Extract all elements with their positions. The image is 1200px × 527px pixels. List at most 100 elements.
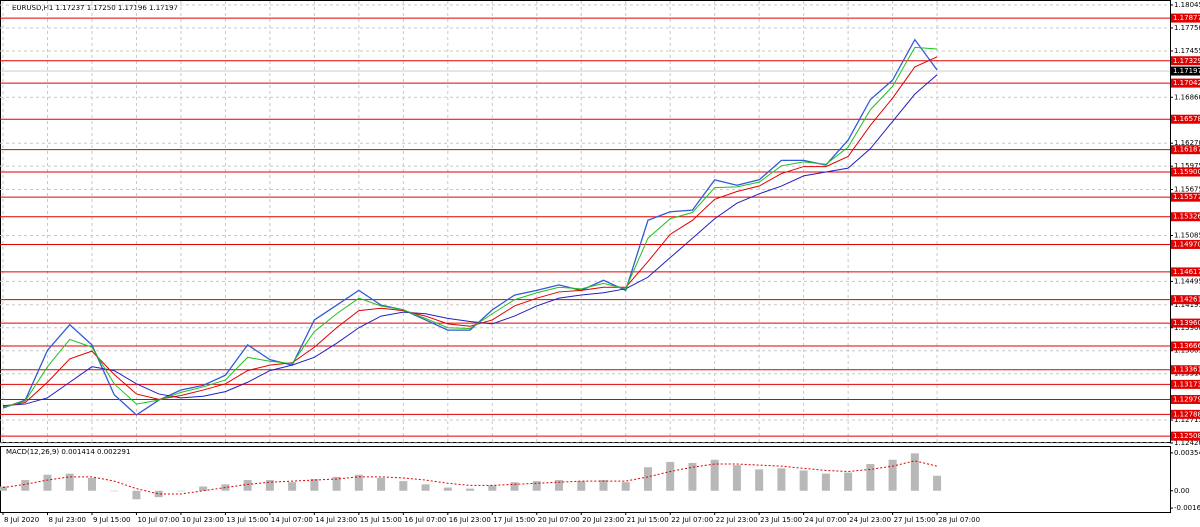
macd-bar [577,481,586,491]
x-tick-label: 21 Jul 15:00 [627,516,669,524]
x-tick-label: 14 Jul 07:00 [271,516,313,524]
signal-line [2,460,938,495]
y-tick-label: 1.16270 [1174,139,1200,147]
macd-bar [732,465,741,491]
y-tick-label: 1.15085 [1174,231,1200,239]
y-tick-label: 1.14495 [1174,277,1200,285]
y-tick-label: 1.17750 [1174,24,1200,32]
x-tick-label: 22 Jul 07:00 [671,516,713,524]
level-box [1171,341,1200,351]
level-box [1171,192,1200,202]
macd-bar [310,479,319,491]
macd-bar [354,474,363,491]
level-box [1171,13,1200,23]
x-tick-label: 23 Jul 15:00 [760,516,802,524]
macd-bar [821,473,830,491]
macd-bar [844,472,853,491]
macd-bar [377,477,386,491]
y-tick-label: 0.00354 [1174,449,1200,457]
level-box [1171,295,1200,305]
macd-bar [799,470,808,491]
macd-bar [466,488,475,491]
y-tick-label: 1.17455 [1174,47,1200,55]
x-tick-label: 22 Jul 23:00 [716,516,758,524]
level-box [1171,145,1200,155]
level-box [1171,365,1200,375]
level-label: 1.17329 [1173,57,1200,65]
level-label: 1.13361 [1173,366,1200,374]
macd-bar [755,469,764,491]
macd-bar [154,490,163,498]
macd-bar [777,468,786,491]
macd-bar [866,464,875,491]
price-line [2,56,938,407]
x-tick-label: 20 Jul 07:00 [538,516,580,524]
macd-bar [87,477,96,491]
y-tick-label: 1.12420 [1174,439,1200,447]
macd-bar [621,482,630,491]
macd-bar [910,453,919,491]
level-label: 1.12508 [1173,432,1200,440]
macd-bar [555,480,563,491]
x-tick-label: 28 Jul 07:00 [938,516,980,524]
level-box [1171,212,1200,222]
y-tick-label: 1.18045 [1174,1,1200,9]
y-tick-label: 0.00 [1174,487,1190,495]
x-tick-label: 14 Jul 23:00 [315,516,357,524]
level-label: 1.17042 [1173,79,1200,87]
level-label: 1.16187 [1173,146,1200,154]
level-box [1171,394,1200,404]
macd-bar [199,486,208,491]
level-box [1171,239,1200,249]
macd-bar [510,482,519,491]
x-tick-label: 13 Jul 15:00 [226,516,268,524]
level-box [1171,267,1200,277]
level-label: 1.12788 [1173,410,1200,418]
macd-bar [288,482,297,491]
level-label: 1.13960 [1173,319,1200,327]
macd-bar [0,486,7,491]
level-label: 1.13666 [1173,342,1200,350]
y-tick-label: -0.00162 [1174,504,1200,512]
level-box [1171,167,1200,177]
x-tick-label: 24 Jul 23:00 [849,516,891,524]
level-label: 1.14617 [1173,268,1200,276]
macd-panel [0,446,1171,513]
price-line [2,74,938,407]
current-price-label: 1.17197 [1173,67,1200,75]
macd-bar [43,474,52,491]
macd-bar [688,462,697,491]
macd-bar [265,480,274,491]
macd-bar [599,480,608,491]
macd-bar [421,484,430,491]
level-label: 1.15326 [1173,213,1200,221]
macd-title: MACD(12,26,9) 0.001414 0.002291 [6,448,130,456]
macd-bar [65,473,74,491]
level-box [1171,379,1200,389]
x-tick-label: 17 Jul 15:00 [493,516,535,524]
level-label: 1.15577 [1173,193,1200,201]
macd-bar [243,480,252,491]
macd-bar [488,485,497,491]
level-box [1171,114,1200,124]
y-tick-label: 1.13900 [1174,324,1200,332]
macd-bar [888,459,897,491]
y-tick-label: 1.13605 [1174,347,1200,355]
x-tick-label: 27 Jul 15:00 [894,516,936,524]
x-tick-label: 15 Jul 15:00 [360,516,402,524]
level-label: 1.17877 [1173,14,1200,22]
level-label: 1.14261 [1173,296,1200,304]
x-tick-label: 16 Jul 23:00 [449,516,491,524]
level-box [1171,431,1200,441]
level-label: 1.13173 [1173,380,1200,388]
current-price-box [1171,66,1200,76]
price-line [2,46,938,408]
level-label: 1.12979 [1173,395,1200,403]
y-tick-label: 1.15675 [1174,186,1200,194]
macd-bar [132,490,141,500]
y-tick-label: 1.12715 [1174,416,1200,424]
level-label: 1.14970 [1173,240,1200,248]
macd-bar [332,476,341,491]
